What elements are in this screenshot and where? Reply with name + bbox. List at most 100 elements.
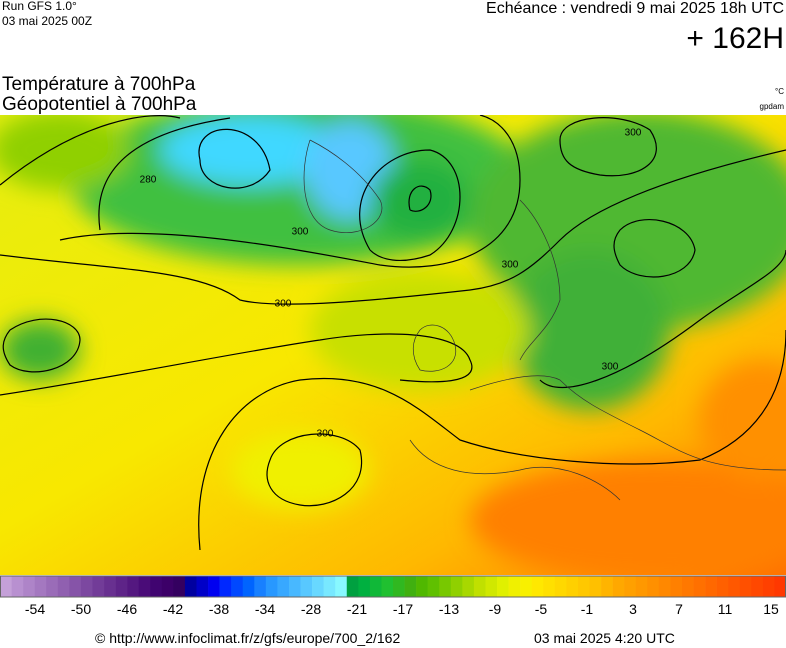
issue-time: 03 mai 2025 4:20 UTC [534, 630, 675, 646]
colorbar-tick-label: -17 [393, 601, 413, 617]
colorbar-cell [381, 576, 394, 597]
colorbar-cell [658, 576, 671, 597]
colorbar-cell [335, 576, 348, 597]
colorbar-cell [589, 576, 602, 597]
run-date: 03 mai 2025 00Z [2, 14, 92, 28]
forecast-time: Echéance : vendredi 9 mai 2025 18h UTC [486, 0, 784, 17]
colorbar-tick-label: -50 [71, 601, 91, 617]
temperature-field [0, 115, 786, 575]
colorbar-cell [69, 576, 82, 597]
colorbar-tick-label: -54 [25, 601, 45, 617]
colorbar-cell [612, 576, 625, 597]
contour-label: 300 [625, 128, 642, 139]
geopotential-contours [0, 115, 786, 551]
colorbar-tick-label: -38 [209, 601, 229, 617]
colorbar-cell [219, 576, 232, 597]
colorbar-cell [173, 576, 186, 597]
lead-time: + 162H [686, 22, 784, 55]
colorbar-tick-label: -9 [489, 601, 502, 617]
colorbar-tick-label: -1 [581, 601, 594, 617]
colorbar-tick-label: 15 [763, 601, 779, 617]
colorbar-cell [277, 576, 290, 597]
colorbar-cell [92, 576, 105, 597]
colorbar-cell [531, 576, 544, 597]
colorbar-tick-label: 3 [629, 601, 637, 617]
colorbar-cell [323, 576, 336, 597]
colorbar-cell [161, 576, 174, 597]
colorbar-cell [265, 576, 278, 597]
contour-labels: 280 300 300 300 300 300 300 [140, 128, 642, 440]
field-title: Température à 700hPa [2, 74, 196, 95]
colorbar-cell [104, 576, 116, 597]
colorbar-cell [762, 576, 775, 597]
colorbar-tick-label: -21 [347, 601, 367, 617]
map: 280 300 300 300 300 300 300 [0, 115, 786, 575]
colorbar-cell [0, 576, 12, 597]
source-url: © http://www.infoclimat.fr/z/gfs/europe/… [95, 630, 400, 646]
colorbar-tick-label: -46 [117, 601, 137, 617]
colorbar-cell [46, 576, 59, 597]
colorbar-cell [358, 576, 371, 597]
unit-label: gpdam [760, 102, 785, 111]
colorbar-cell [462, 576, 475, 597]
contour-label: 300 [602, 362, 619, 373]
contour-label: 300 [317, 429, 334, 440]
colorbar-cell [231, 576, 244, 597]
colorbar-cell [774, 576, 786, 597]
colorbar-cell [300, 576, 313, 597]
colorbar-cell [520, 576, 533, 597]
colorbar-cell [497, 576, 509, 597]
colorbar-tick-label: 11 [718, 601, 733, 617]
contour-label: 280 [140, 175, 157, 186]
colorbar-cell [450, 576, 463, 597]
colorbar-cell [751, 576, 764, 597]
colorbar-cell [184, 576, 197, 597]
colorbar-cell [416, 576, 428, 597]
colorbar-cell [393, 576, 405, 597]
colorbar-cell [577, 576, 590, 597]
colorbar-cell [254, 576, 267, 597]
colorbar-tick-label: -28 [301, 601, 321, 617]
colorbar-cell [624, 576, 637, 597]
colorbar-cell [346, 576, 359, 597]
colorbar-cell [138, 576, 151, 597]
colorbar-cell [473, 576, 486, 597]
colorbar-cell [554, 576, 567, 597]
colorbar-cell [115, 576, 128, 597]
colorbar-cell [404, 576, 417, 597]
colorbar-cell [728, 576, 741, 597]
colorbar: -54 -50 -46 -42 -38 -34 -28 -21 -17 -13 -9 -5 -1 3 7 11… [0, 575, 786, 617]
colorbar-cell [11, 576, 24, 597]
colorbar-cell [693, 576, 706, 597]
colorbar-tick-label: -5 [535, 601, 548, 617]
colorbar-cell [635, 576, 648, 597]
colorbar-cell [150, 576, 163, 597]
colorbar-cell [312, 576, 324, 597]
colorbar-tick-label: -34 [255, 601, 275, 617]
colorbar-tick-label: 7 [675, 601, 683, 617]
contour-label: 300 [275, 299, 292, 310]
contour-label: 300 [502, 260, 519, 271]
colorbar-cell [485, 576, 498, 597]
colorbar-cell [647, 576, 660, 597]
colorbar-cell [566, 576, 579, 597]
contour-label: 300 [292, 227, 309, 238]
colorbar-cell [508, 576, 521, 597]
colorbar-cell [705, 576, 717, 597]
colorbar-cell [80, 576, 93, 597]
colorbar-cell [242, 576, 255, 597]
colorbar-cell [543, 576, 556, 597]
colorbar-tick-label: -42 [163, 601, 183, 617]
unit-label: °C [775, 87, 784, 96]
run-label: Run GFS 1.0° [2, 0, 77, 13]
colorbar-cell [427, 576, 440, 597]
colorbar-cell [208, 576, 220, 597]
colorbar-cell [681, 576, 694, 597]
colorbar-cell [716, 576, 729, 597]
colorbar-cell [127, 576, 140, 597]
coastlines [303, 139, 786, 501]
colorbar-cell [57, 576, 70, 597]
colorbar-cell [369, 576, 382, 597]
